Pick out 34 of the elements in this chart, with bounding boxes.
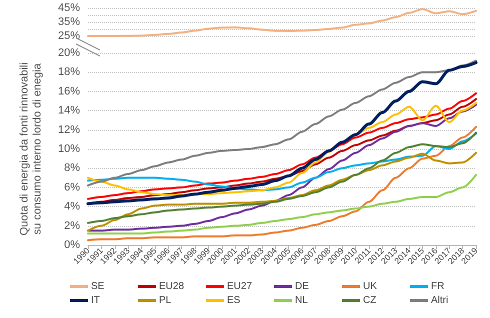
y-tick-label: 12%: [58, 124, 80, 136]
line-series: [87, 132, 477, 224]
line-series: [87, 132, 477, 192]
legend-label: FR: [431, 281, 444, 292]
legend-label: NL: [295, 295, 308, 306]
legend-label: EU27: [227, 281, 252, 292]
y-tick-label: 6%: [64, 181, 80, 194]
legend-label: CZ: [363, 295, 376, 306]
line-series: [87, 8, 477, 37]
y-tick-label: 16%: [58, 85, 80, 98]
y-tick-label: 4%: [64, 200, 80, 213]
y-tick-label: 18%: [58, 66, 80, 78]
line-series: [87, 152, 477, 232]
legend-label: DE: [295, 281, 309, 292]
legend-label: ES: [227, 295, 240, 306]
y-tick-label: 35%: [58, 16, 80, 28]
legend-label: UK: [363, 281, 377, 292]
y-tick-label: 14%: [58, 104, 80, 117]
legend-label: IT: [91, 295, 100, 306]
line-series: [87, 174, 477, 234]
y-tick-label: 45%: [58, 2, 80, 14]
y-tick-label: 0%: [64, 239, 80, 251]
legend-label: EU28: [159, 281, 184, 292]
legend-label: PL: [159, 295, 172, 306]
y-tick-label: 8%: [64, 162, 80, 174]
y-tick-label: 20%: [58, 47, 80, 59]
y-tick-label: 25%: [58, 30, 80, 42]
legend-label: Altri: [431, 295, 448, 306]
y-tick-label: 10%: [58, 143, 80, 155]
line-series: [87, 104, 477, 232]
y-tick-label: 2%: [64, 220, 80, 232]
legend-label: SE: [91, 281, 104, 292]
y-axis-title: Quota di energia da fonti rinnovabili su consumo interno lordo di enegia: [18, 62, 44, 236]
line-series: [87, 126, 477, 242]
